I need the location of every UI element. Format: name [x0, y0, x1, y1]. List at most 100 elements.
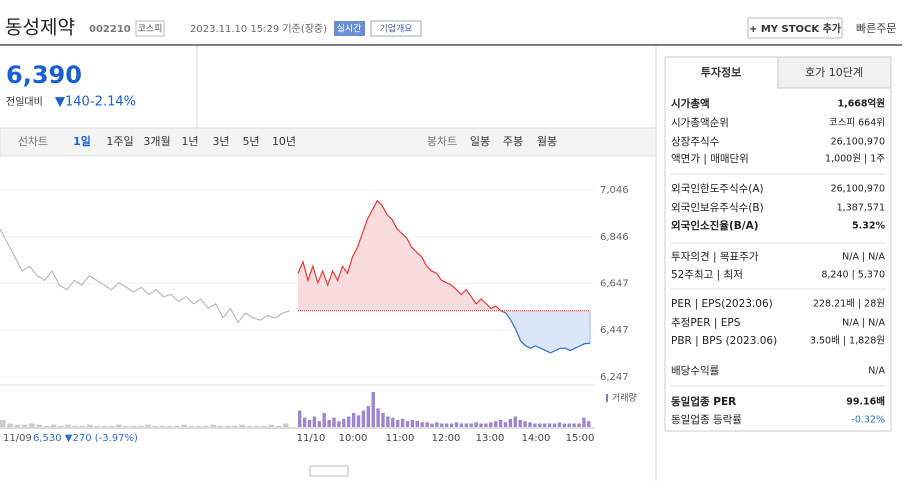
chart-tab[interactable]: 일봉 [470, 134, 490, 148]
volume-bar [366, 406, 370, 427]
realtime[interactable]: 실시간 [337, 24, 362, 35]
volume-bar [246, 425, 253, 427]
info-label: 액면가 | 매매단위 [671, 152, 749, 165]
info-value: -0.32% [851, 415, 885, 426]
chart-tab: 봉차트 [427, 135, 457, 148]
volume-bar [50, 424, 57, 427]
info-panel [664, 56, 892, 432]
market: 코스피 [138, 24, 163, 35]
volume-bar [381, 413, 385, 427]
y-tick-label: 7,046 [600, 185, 629, 196]
info-value: 코스피 664위 [829, 117, 885, 129]
chart-tab[interactable]: 주봉 [503, 135, 523, 148]
volume-bar [332, 417, 336, 427]
overview[interactable]: 기업개요 [379, 24, 412, 35]
collapse-button[interactable] [309, 465, 349, 477]
mystock-button[interactable] [747, 17, 843, 39]
x-tick-label: 11/10 [297, 433, 326, 444]
volume-bar [572, 423, 576, 427]
volume-bar [145, 424, 151, 427]
info-label: 배당수익률 [671, 365, 720, 377]
volume-bar [29, 423, 35, 427]
change-label: 전일대비 [6, 96, 43, 108]
volume-bar [43, 425, 50, 427]
volume-bar [14, 424, 21, 427]
volume-bar [523, 421, 527, 427]
volume-bar [181, 424, 187, 427]
info-label: 동일업종 등락률 [671, 413, 742, 426]
volume-bar [327, 420, 331, 427]
chart-tab[interactable]: 3개월 [143, 135, 170, 148]
volume-bar [239, 424, 245, 427]
area-down [504, 312, 590, 353]
chart-tab[interactable]: 1일 [73, 134, 91, 148]
chart-tab[interactable]: 1년 [181, 135, 198, 148]
volume-bar [87, 424, 93, 427]
volume-bar [464, 423, 468, 427]
panel-tab[interactable]: 투자정보 [701, 65, 741, 79]
volume-bar [268, 424, 274, 427]
volume-bar [275, 425, 282, 427]
volume-bar [224, 425, 231, 427]
panel-tab[interactable]: 호가 10단계 [805, 66, 863, 79]
volume-bar [445, 423, 449, 427]
volume-bar [425, 422, 429, 427]
volume-label: 거래량 [612, 392, 637, 404]
info-value: 5.32% [852, 221, 885, 232]
x-tick-label: 14:00 [522, 433, 551, 444]
area-up [298, 200, 590, 313]
volume-bar [356, 415, 361, 427]
chart-tab[interactable]: 10년 [272, 135, 296, 148]
volume-bar [577, 423, 581, 427]
chart-tab[interactable]: 월봉 [537, 135, 557, 148]
volume-bar [108, 425, 115, 427]
volume-bar [552, 423, 557, 427]
quick-order[interactable]: 빠른주문 [856, 22, 896, 35]
y-tick-label: 6,647 [600, 278, 629, 289]
overview-badge[interactable] [370, 20, 422, 37]
info-label: 외국인소진율(B/A) [671, 219, 759, 232]
mystock[interactable]: + MY STOCK 추가 [749, 22, 842, 35]
volume-bar [36, 424, 42, 427]
x-tick-label: 13:00 [476, 433, 505, 444]
time: 2023.11.10 15:29 기준(장중) [190, 23, 327, 35]
chart-tab[interactable]: 3년 [212, 135, 229, 148]
chart-tab: 선차트 [18, 135, 48, 148]
today-line-up [297, 199, 506, 313]
today-line-down [503, 312, 590, 354]
volume-bar [312, 416, 317, 427]
volume-bar [513, 416, 517, 427]
volume-bar [302, 417, 307, 427]
tab-bg[interactable] [777, 56, 892, 89]
volume-bar [347, 416, 351, 427]
volume-bar [94, 425, 100, 427]
info-label: 시가총액순위 [671, 116, 729, 129]
volume-bar [420, 422, 424, 427]
volume-bar [337, 421, 341, 427]
volume-bar [342, 418, 346, 427]
volume-bar [65, 424, 71, 427]
info-value: N/A | N/A [842, 252, 885, 263]
volume-bar [7, 423, 13, 427]
info-value: 1,387,571 [837, 203, 885, 214]
chart-tab[interactable]: 5년 [242, 135, 259, 148]
info-value: 1,668억원 [837, 98, 885, 110]
volume-bar [391, 417, 395, 427]
info-label: 외국인한도주식수(A) [671, 183, 764, 195]
volume-bar [282, 423, 289, 427]
volume-bar [21, 424, 28, 427]
volume-bar [195, 425, 202, 427]
realtime-badge[interactable] [334, 21, 365, 36]
volume-bar [361, 410, 366, 427]
volume-bar [449, 423, 454, 427]
info-label: 추정PER | EPS [671, 317, 741, 329]
chart-tab[interactable]: 1주일 [106, 134, 133, 148]
volume-bar [210, 424, 216, 427]
volume-bar [454, 422, 459, 427]
volume-bar [587, 421, 591, 427]
stock-name: 동성제약 [5, 17, 75, 39]
volume-bar [508, 418, 513, 427]
info-value: 26,100,970 [831, 184, 885, 195]
volume-bar [116, 424, 122, 427]
